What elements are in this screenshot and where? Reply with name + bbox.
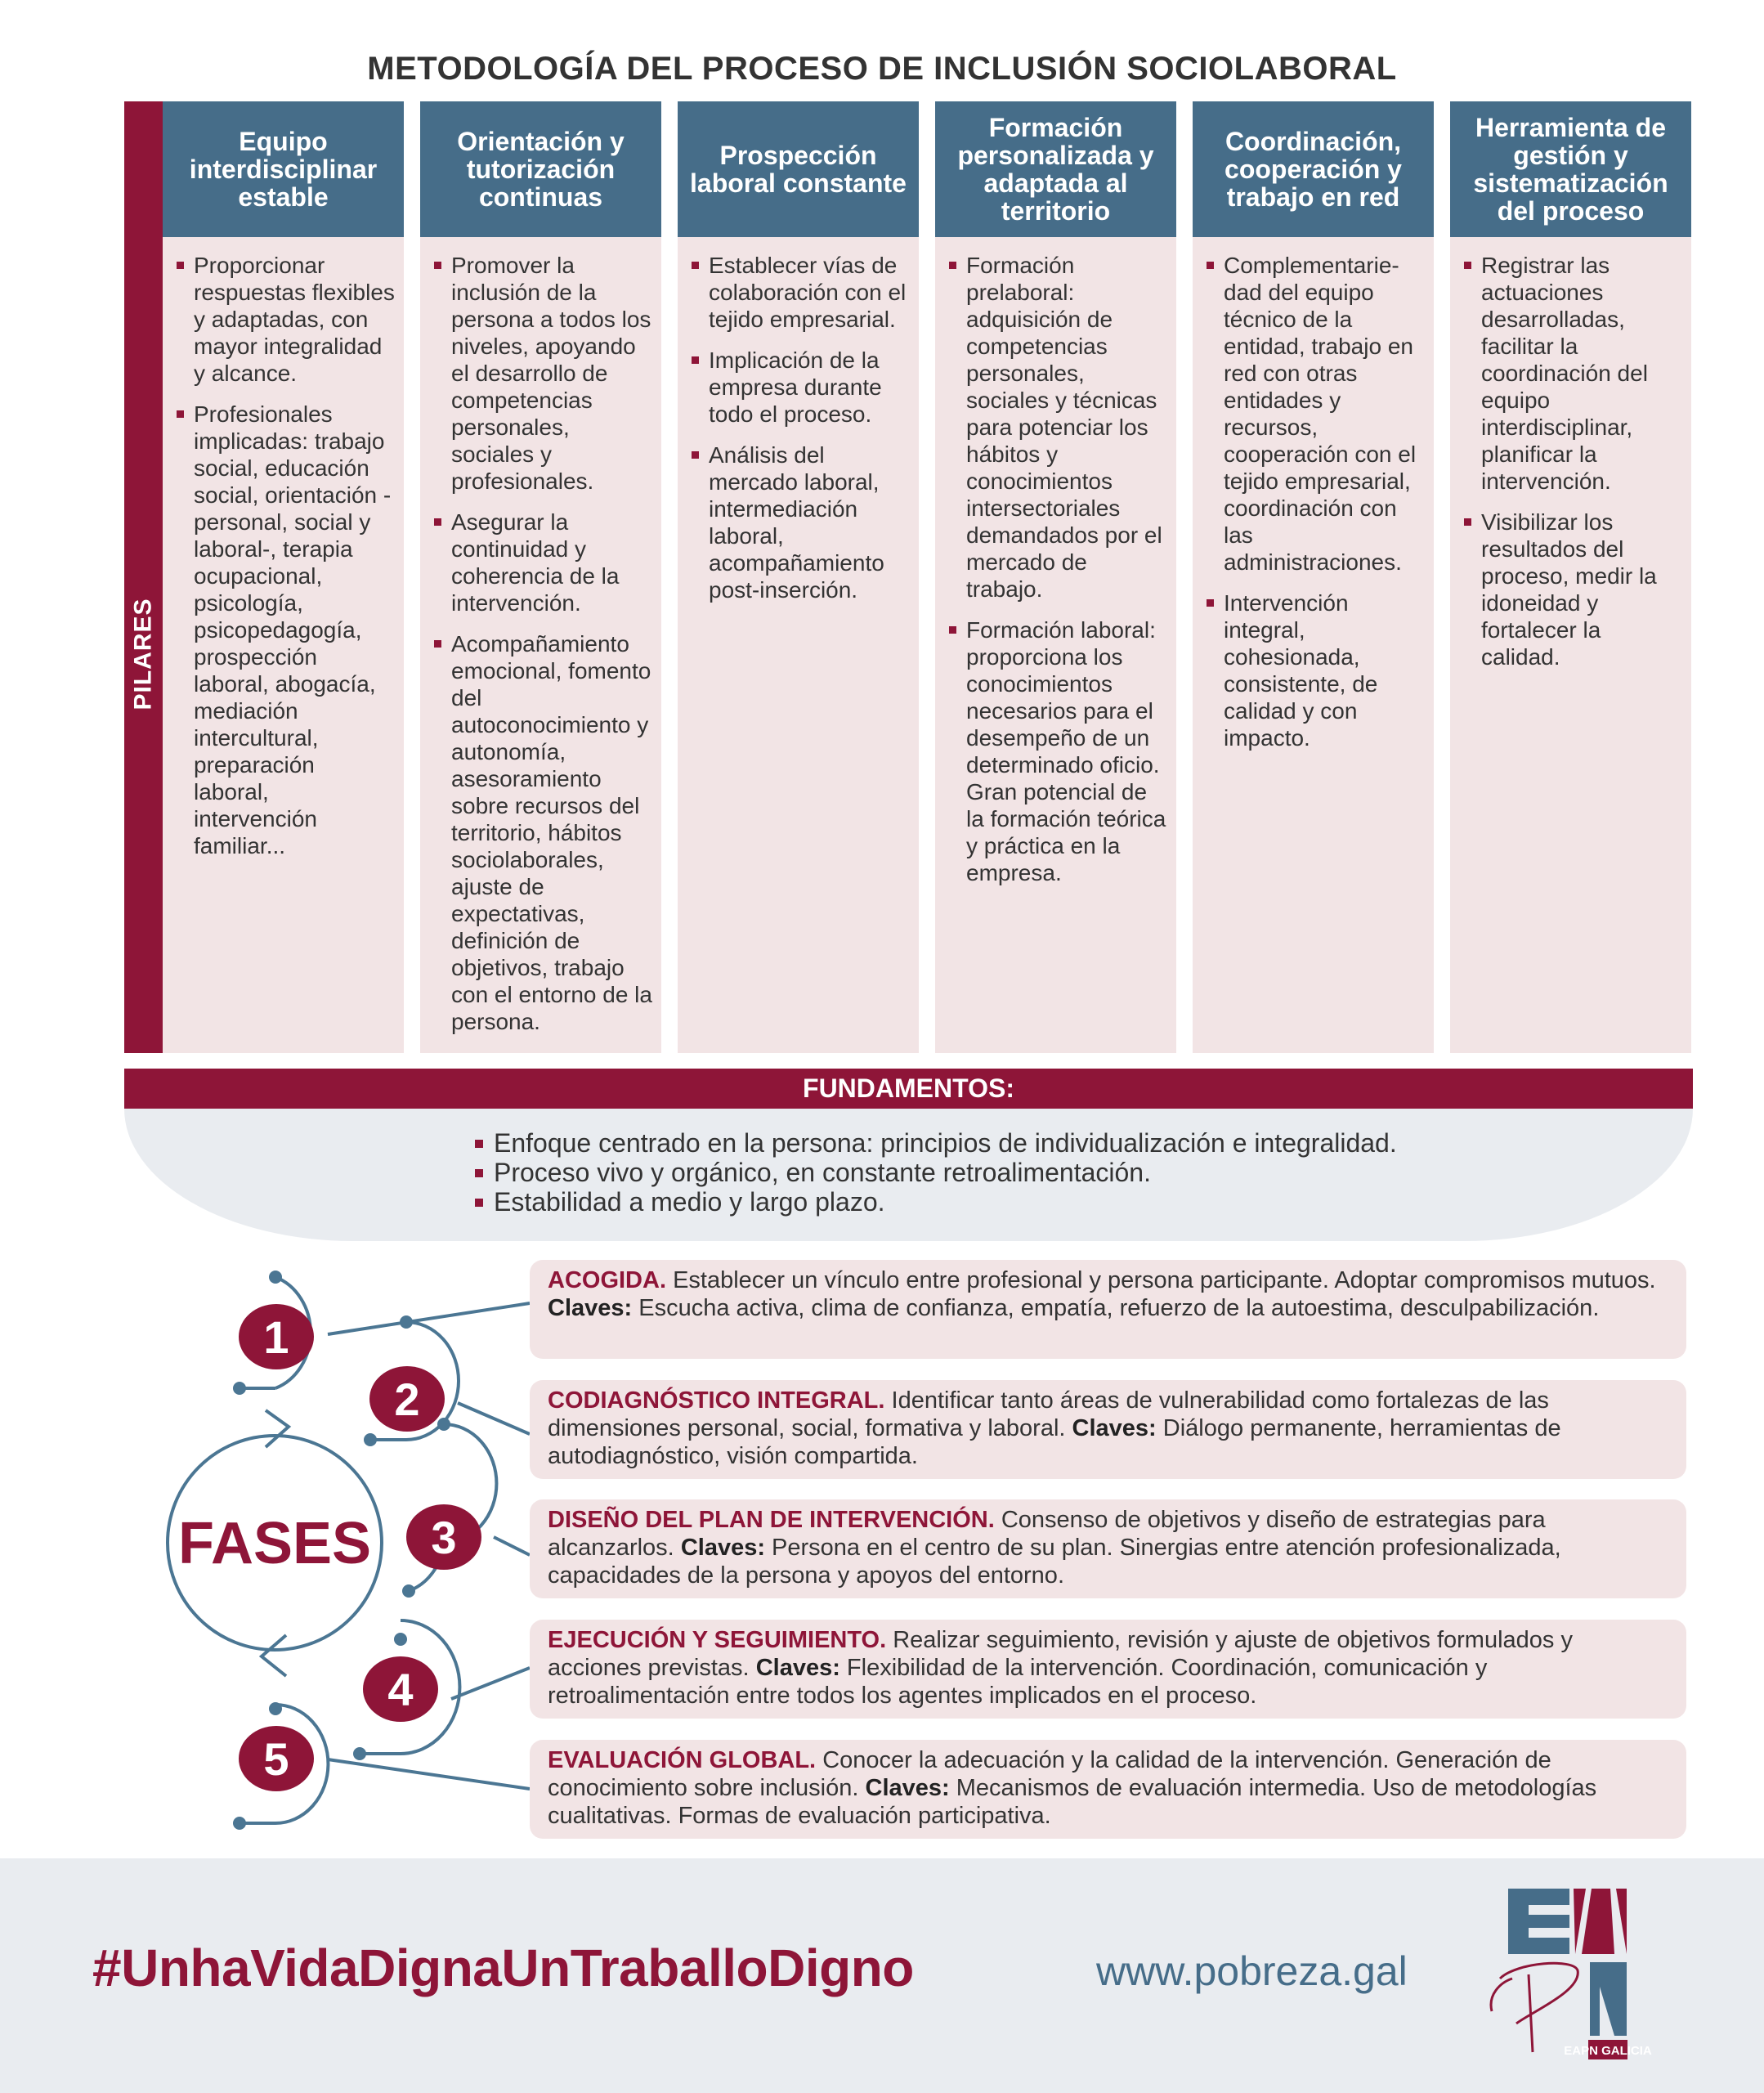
phase-box: EJECUCIÓN Y SEGUIMIENTO. Realizar seguim… xyxy=(530,1620,1686,1719)
phase-claves: Flexibilidad de la intervención. Coordin… xyxy=(548,1655,1488,1709)
pillar-list: Formación prelaboral: adquisición de com… xyxy=(935,237,1176,886)
fundamentos-panel xyxy=(124,1109,1693,1241)
pillar-column: Formación personalizada y adaptada al te… xyxy=(935,101,1176,1053)
phase-number-badge xyxy=(363,1656,438,1722)
phase-title: EJECUCIÓN Y SEGUIMIENTO. xyxy=(548,1627,887,1653)
fundamentos-item: Proceso vivo y orgánico, en constante re… xyxy=(475,1158,1397,1187)
pillar-column: Orientación y tutorización continuas Prom… xyxy=(420,101,661,1053)
eapn-galicia-logo: EAPN GALICIA xyxy=(1489,1889,1652,2059)
claves-label: Claves: xyxy=(1072,1415,1157,1441)
svg-text:EAPN GALICIA: EAPN GALICIA xyxy=(1564,2044,1652,2058)
pillar-item: Complementarie-dad del equipo técnico de… xyxy=(1207,252,1426,576)
pillar-list: Promover la inclusión de la persona a to… xyxy=(420,237,661,1035)
connector-line xyxy=(327,1302,531,1336)
phase-description: Conocer la adecuación y la calidad de la… xyxy=(548,1747,1551,1801)
fundamentos-item: Enfoque centrado en la persona: principi… xyxy=(475,1128,1397,1158)
phase-title: EVALUACIÓN GLOBAL. xyxy=(548,1747,817,1773)
pillar-item: Proporcionar respuestas flexibles y adap… xyxy=(177,253,395,386)
connector-line xyxy=(493,1535,531,1557)
phase-claves: Mecanismos de evaluación intermedia. Uso… xyxy=(548,1775,1597,1829)
phase-number: 5 xyxy=(263,1733,289,1785)
pillar-header: Formación personalizada y adaptada al te… xyxy=(935,101,1176,237)
phase-claves: Escucha activa, clima de confianza, empa… xyxy=(638,1295,1600,1321)
phase-title: CODIAGNÓSTICO INTEGRAL. xyxy=(548,1387,885,1414)
pillar-item: Intervención integral, cohesionada, cons… xyxy=(1207,589,1426,751)
phase-number-badge xyxy=(239,1726,314,1791)
pillar-column: Prospección laboral constante Establecer … xyxy=(678,101,919,1053)
claves-label: Claves: xyxy=(680,1535,765,1561)
phase-number-badge xyxy=(239,1304,314,1369)
phase-description: Realizar seguimiento, revisión y ajuste … xyxy=(548,1627,1573,1681)
connector-line xyxy=(327,1758,531,1790)
phase-number-badge xyxy=(406,1504,481,1570)
phase-arc xyxy=(360,1619,462,1755)
phase-box: DISEÑO DEL PLAN DE INTERVENCIÓN. Consens… xyxy=(530,1499,1686,1598)
pillar-column: Coordinación, cooperación y trabajo en r… xyxy=(1193,101,1434,1053)
pillar-item: Acompañamiento emocional, fomento del au… xyxy=(434,631,652,1034)
page-title: METODOLOGÍA DEL PROCESO DE INCLUSIÓN SOC… xyxy=(367,51,1397,87)
website-link[interactable]: www.pobreza.gal xyxy=(1096,1948,1408,1994)
phase-box: CODIAGNÓSTICO INTEGRAL. Identificar tant… xyxy=(530,1380,1686,1479)
phase-box: ACOGIDA. Establecer un vínculo entre pro… xyxy=(530,1260,1686,1359)
connector-line xyxy=(457,1401,531,1436)
pillar-column: Herramienta de gestión y sistematización… xyxy=(1450,101,1691,1053)
pillar-list: Registrar las actuaciones desarrolladas,… xyxy=(1450,237,1691,670)
phase-title: DISEÑO DEL PLAN DE INTERVENCIÓN. xyxy=(548,1507,995,1533)
pillar-list: Proporcionar respuestas flexibles y adap… xyxy=(163,237,404,859)
fundamentos-item: Estabilidad a medio y largo plazo. xyxy=(475,1187,1397,1217)
cycle-arrow-icon xyxy=(264,1409,292,1449)
claves-label: Claves: xyxy=(548,1295,633,1321)
fases-cycle-circle xyxy=(166,1434,383,1652)
fundamentos-title: FUNDAMENTOS: xyxy=(124,1069,1693,1109)
cycle-arrow-icon xyxy=(258,1634,288,1678)
phase-arc xyxy=(405,1320,460,1441)
phase-box: EVALUACIÓN GLOBAL. Conocer la adecuación… xyxy=(530,1740,1686,1839)
fundamentos-list: Enfoque centrado en la persona: principi… xyxy=(475,1128,1397,1217)
fases-label: FASES xyxy=(178,1511,371,1576)
phase-arc xyxy=(240,1703,330,1825)
pillar-item: Promover la inclusión de la persona a to… xyxy=(434,252,653,495)
phase-number: 1 xyxy=(263,1311,289,1363)
pilares-strip xyxy=(124,101,163,1053)
connector-line xyxy=(450,1666,531,1701)
hashtag: #UnhaVidaDignaUnTraballoDigno xyxy=(92,1938,914,1997)
pillar-item: Asegurar la continuidad y coherencia de … xyxy=(434,509,653,616)
phase-description: Establecer un vínculo entre profesional … xyxy=(673,1267,1656,1293)
pillar-item: Registrar las actuaciones desarrolladas,… xyxy=(1464,252,1683,495)
pillar-item: Implicación de la empresa durante todo e… xyxy=(692,347,911,428)
pillar-header: Coordinación, cooperación y trabajo en r… xyxy=(1193,101,1434,237)
claves-label: Claves: xyxy=(865,1775,950,1801)
pillar-item: Visibilizar los resultados del proceso, … xyxy=(1464,509,1683,670)
phase-number: 2 xyxy=(394,1374,419,1425)
phase-description: Identificar tanto áreas de vulnerabilida… xyxy=(548,1387,1549,1441)
pillar-header: Prospección laboral constante xyxy=(678,101,919,237)
phase-number: 4 xyxy=(387,1664,413,1715)
pillar-item: Formación prelaboral: adquisición de com… xyxy=(949,252,1168,603)
pillar-header: Herramienta de gestión y sistematización… xyxy=(1450,101,1691,237)
phase-claves: Diálogo permanente, herramientas de auto… xyxy=(548,1415,1561,1469)
phase-number: 3 xyxy=(431,1512,456,1563)
phase-claves: Persona en el centro de su plan. Sinergi… xyxy=(548,1535,1561,1589)
pillar-header: Orientación y tutorización continuas xyxy=(420,101,661,237)
pillar-list: Complementarie-dad del equipo técnico de… xyxy=(1193,237,1434,751)
phase-description: Consenso de objetivos y diseño de estrat… xyxy=(548,1507,1546,1561)
pillar-item: Establecer vías de colaboración con el t… xyxy=(692,252,911,333)
pillar-header: Equipo interdisciplinar estable xyxy=(163,101,404,237)
footer xyxy=(0,1858,1764,2093)
pillar-list: Establecer vías de colaboración con el t… xyxy=(678,237,919,603)
pillar-column: Equipo interdisciplinar estable Proporcio… xyxy=(163,101,404,1053)
pillar-item: Formación laboral: proporciona los conoc… xyxy=(949,616,1168,886)
pillar-item: Profesionales implicadas: trabajo social… xyxy=(177,401,396,859)
pillar-item: Análisis del mercado laboral, intermedia… xyxy=(692,441,911,603)
claves-label: Claves: xyxy=(755,1655,840,1681)
phase-title: ACOGIDA. xyxy=(548,1267,666,1293)
phase-number-badge xyxy=(369,1366,445,1432)
